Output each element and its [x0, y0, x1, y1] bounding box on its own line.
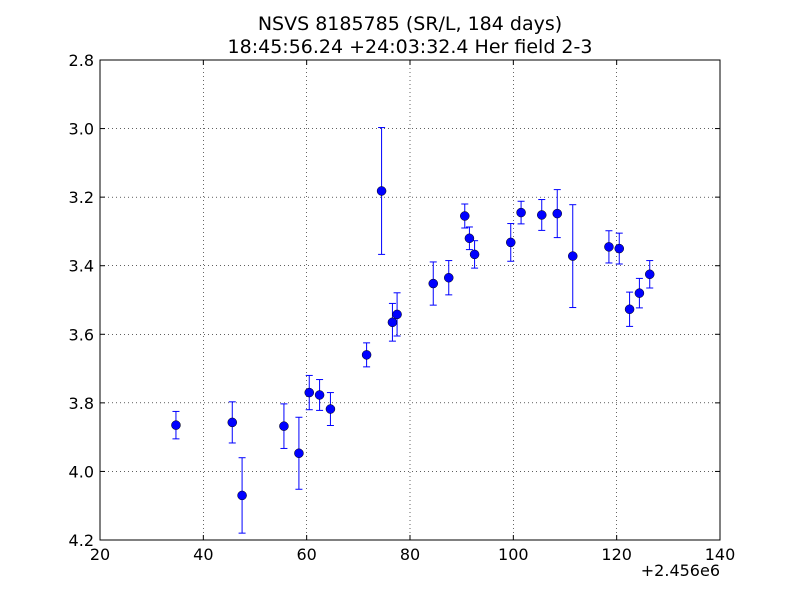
- x-tick-label: 140: [705, 545, 736, 564]
- plot-frame: [99, 59, 721, 541]
- data-point: [568, 251, 578, 261]
- x-tick-label: 120: [601, 545, 632, 564]
- data-point: [469, 249, 480, 260]
- data-point: [604, 242, 614, 252]
- data-point: [464, 233, 475, 244]
- data-point: [537, 210, 547, 220]
- data-point: [237, 490, 247, 501]
- data-point: [361, 350, 372, 360]
- grid: [100, 60, 720, 540]
- data-point: [325, 404, 336, 414]
- data-point: [392, 309, 402, 320]
- data-point: [314, 390, 325, 400]
- data-point: [227, 417, 238, 428]
- chart-title-line1: NSVS 8185785 (SR/L, 184 days): [258, 13, 562, 35]
- data-point: [624, 304, 635, 315]
- data-point: [506, 237, 516, 248]
- y-tick-label: 3.0: [69, 120, 94, 139]
- data-point: [634, 288, 645, 298]
- data-point: [644, 269, 655, 280]
- chart-title-line2: 18:45:56.24 +24:03:32.4 Her field 2-3: [228, 36, 593, 58]
- data-point: [428, 278, 438, 289]
- x-tick-label: 80: [400, 545, 420, 564]
- data-point: [444, 272, 454, 283]
- x-offset-label: +2.456e6: [641, 561, 720, 580]
- y-tick-label: 3.4: [69, 257, 94, 276]
- data-point: [516, 207, 526, 218]
- y-tick-label: 3.6: [69, 325, 94, 344]
- data-point: [552, 208, 562, 219]
- data-point: [376, 186, 387, 196]
- y-tick-label: 3.2: [69, 188, 94, 207]
- x-tick-label: 100: [498, 545, 529, 564]
- x-tick-label: 40: [193, 545, 213, 564]
- data-markers: [171, 186, 655, 501]
- data-point: [614, 243, 624, 254]
- data-point: [304, 387, 314, 398]
- y-tick-label: 3.8: [69, 394, 94, 413]
- data-point: [460, 211, 470, 221]
- tick-labels: 20 40 60 80 100 120 140 2.8 3.0 3.2 3.4 3.6 3.8 4.0 4.…: [69, 51, 736, 564]
- data-point: [294, 448, 304, 459]
- y-tick-label: 2.8: [69, 51, 94, 70]
- data-point: [279, 421, 289, 431]
- data-point: [387, 317, 398, 328]
- x-tick-label: 20: [90, 545, 110, 564]
- y-tick-label: 4.0: [69, 462, 94, 481]
- x-tick-label: 60: [296, 545, 316, 564]
- data-point: [171, 420, 181, 430]
- y-tick-label: 4.2: [69, 531, 94, 550]
